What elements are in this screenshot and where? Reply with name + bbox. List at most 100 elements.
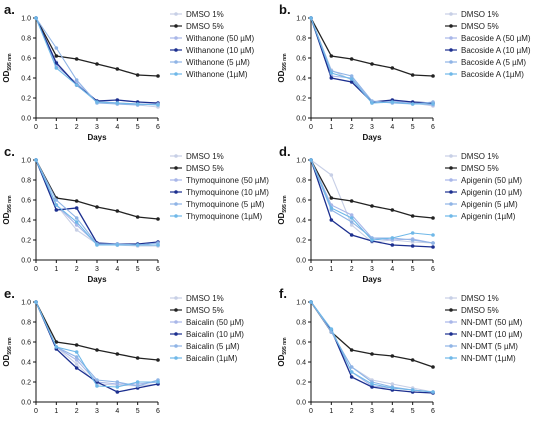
data-point: [329, 173, 334, 177]
legend-entry: Baicalin (1µM): [170, 354, 238, 363]
legend-entry: DMSO 5%: [170, 306, 224, 315]
series-6: [34, 16, 160, 107]
series-line: [35, 17, 158, 105]
data-point: [54, 54, 59, 58]
series-4: [309, 158, 435, 249]
x-tick-label: 1: [54, 124, 58, 131]
y-axis-label-main: OD: [277, 70, 286, 82]
legend-entry: Bacoside A (5 µM): [445, 58, 526, 67]
legend-label: NN-DMT (50 µM): [461, 318, 523, 327]
y-tick-label: 0.4: [296, 218, 306, 225]
legend-entry: DMSO 5%: [170, 22, 224, 31]
data-point: [390, 236, 395, 240]
data-point: [74, 343, 79, 347]
data-point: [390, 243, 395, 247]
x-tick-label: 5: [136, 266, 140, 273]
x-tick-label: 0: [309, 124, 313, 131]
data-point: [349, 80, 354, 84]
y-tick-label: 0.2: [296, 96, 306, 103]
legend-entry: DMSO 1%: [445, 10, 499, 19]
x-tick-label: 3: [95, 266, 99, 273]
legend-swatch-marker: [449, 320, 453, 324]
data-point: [135, 73, 140, 77]
x-tick-label: 6: [156, 266, 160, 273]
data-point: [115, 385, 120, 389]
y-tick-label: 1.0: [296, 16, 306, 23]
series-2: [34, 16, 160, 78]
y-axis-label: OD595 nm: [2, 337, 13, 367]
x-tick-label: 6: [431, 408, 435, 415]
data-point: [74, 83, 79, 87]
data-point: [349, 77, 354, 81]
y-tick-label: 0.8: [296, 36, 306, 43]
y-tick-label: 0.2: [21, 380, 31, 387]
y-tick-label: 0.4: [296, 76, 306, 83]
data-point: [349, 57, 354, 61]
data-point: [74, 216, 79, 220]
y-tick-label: 0.0: [21, 400, 31, 407]
data-point: [349, 74, 354, 78]
x-axis-label: Days: [87, 133, 107, 142]
legend-swatch-marker: [174, 332, 178, 336]
data-point: [54, 46, 59, 50]
panel-letter: d.: [279, 144, 291, 159]
y-axis-label-main: OD: [2, 354, 11, 366]
legend-entry: Apigenin (5 µM): [445, 200, 518, 209]
x-tick-label: 4: [115, 266, 119, 273]
data-point: [135, 102, 140, 106]
y-tick-label: 0.2: [21, 238, 31, 245]
x-tick-label: 0: [34, 408, 38, 415]
y-tick-label: 1.0: [21, 300, 31, 307]
data-point: [349, 233, 354, 237]
legend-entry: NN-DMT (10 µM): [445, 330, 523, 339]
x-tick-label: 5: [136, 408, 140, 415]
x-tick-label: 4: [115, 124, 119, 131]
y-axis-label-main: OD: [2, 70, 11, 82]
legend-swatch-marker: [174, 178, 178, 182]
data-point: [410, 238, 415, 242]
data-point: [309, 16, 313, 20]
y-tick-label: 0.2: [21, 96, 31, 103]
x-tick-label: 0: [34, 266, 38, 273]
legend-label: DMSO 5%: [461, 22, 499, 31]
x-tick-label: 5: [136, 124, 140, 131]
legend-label: Bacoside A (1µM): [461, 70, 524, 79]
legend-label: Thymoquinone (5 µM): [186, 200, 265, 209]
legend-label: DMSO 5%: [461, 306, 499, 315]
legend-swatch-marker: [449, 48, 453, 52]
series-line: [310, 159, 434, 219]
legend-label: Bacoside A (50 µM): [461, 34, 531, 43]
legend-entry: Bacoside A (50 µM): [445, 34, 531, 43]
y-axis-label-sub: 595 nm: [7, 53, 13, 71]
legend-label: Baicalin (50 µM): [186, 318, 244, 327]
legend-label: DMSO 5%: [186, 22, 224, 31]
x-tick-label: 3: [370, 124, 374, 131]
legend-entry: Bacoside A (10 µM): [445, 46, 531, 55]
data-point: [370, 385, 374, 389]
x-tick-label: 3: [370, 408, 374, 415]
data-point: [431, 241, 435, 245]
data-point: [115, 67, 120, 71]
y-axis-label: OD595 nm: [2, 195, 13, 225]
legend-entry: DMSO 5%: [170, 164, 224, 173]
chart-panel-1: a. 0 1 2 3 4 5 6 0.0 0.2 0.4 0.6 0.8 1.0 Days OD595 nm D…: [2, 2, 255, 142]
legend-label: Baicalin (1µM): [186, 354, 238, 363]
data-point: [135, 215, 140, 219]
y-tick-label: 0.8: [296, 320, 306, 327]
legend-entry: DMSO 5%: [445, 164, 499, 173]
data-point: [390, 382, 395, 386]
data-point: [135, 380, 140, 384]
x-tick-label: 2: [75, 408, 79, 415]
legend-swatch-marker: [449, 214, 453, 218]
y-axis-label-sub: 595 nm: [282, 337, 288, 355]
legend-swatch-marker: [449, 344, 453, 348]
data-point: [74, 206, 79, 210]
x-tick-label: 1: [54, 408, 58, 415]
legend-entry: DMSO 1%: [445, 294, 499, 303]
data-point: [431, 365, 435, 369]
legend-label: DMSO 5%: [186, 306, 224, 315]
series-line: [35, 159, 158, 247]
